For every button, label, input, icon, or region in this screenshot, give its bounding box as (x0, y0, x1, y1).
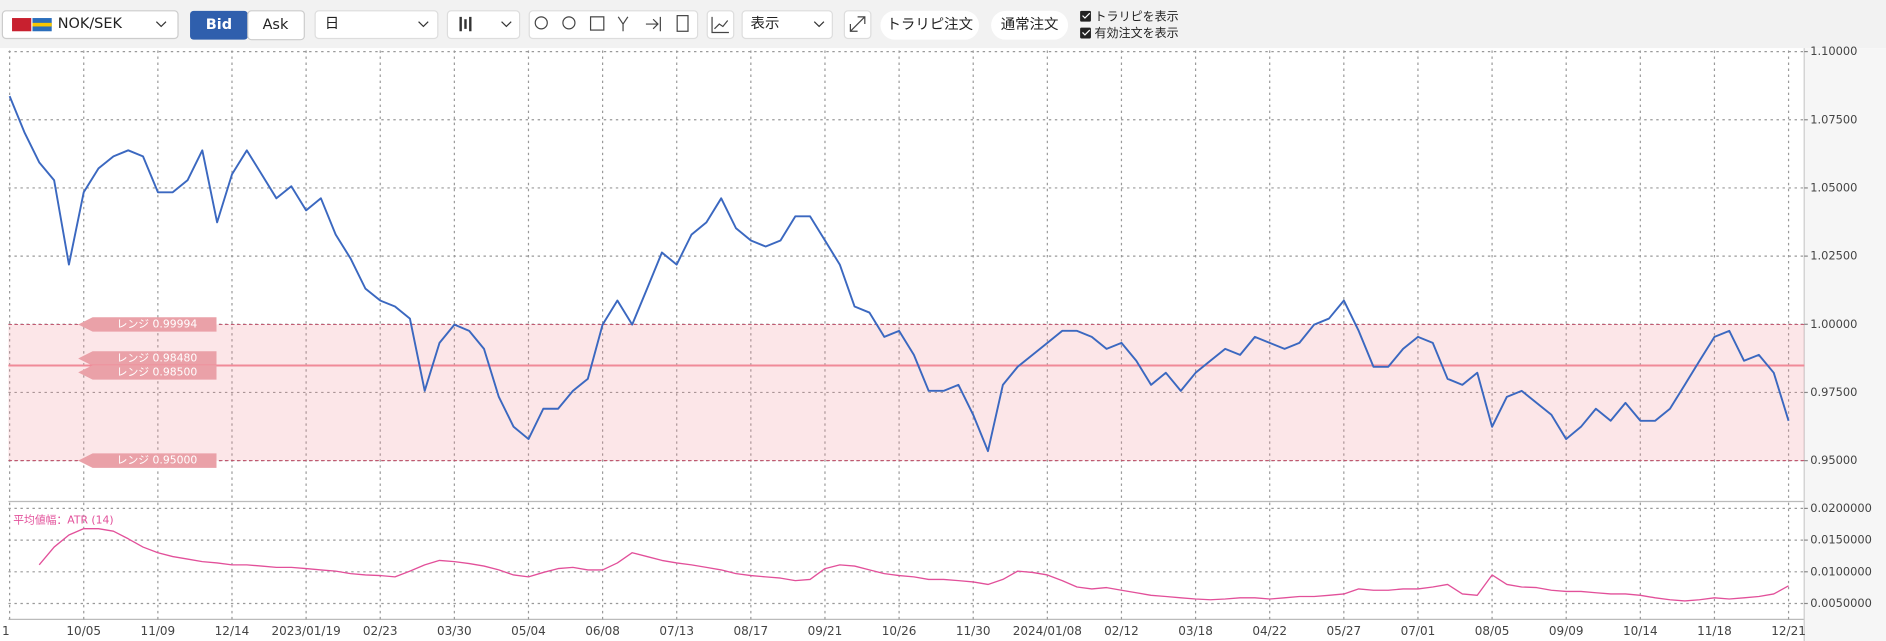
x-tick-label: 04/22 (1252, 624, 1287, 638)
checkbox[interactable] (1080, 27, 1091, 39)
range-box (8, 324, 1805, 461)
y-tick-label: 0.0150000 (1810, 533, 1872, 547)
series-line (38, 528, 1789, 602)
x-tick-label: 2024/01/08 (1013, 624, 1082, 638)
display-label: 表示 (751, 15, 780, 32)
show-orders-label: 有効注文を表示 (1095, 25, 1179, 40)
x-tick-label: 03/30 (437, 624, 472, 638)
chevron (501, 21, 512, 28)
range-tag (78, 453, 217, 468)
range-tag (78, 317, 217, 332)
check (1082, 29, 1091, 36)
y-tick-label: 0.95000 (1810, 453, 1857, 467)
x-tick-label: 11/09 (141, 624, 176, 638)
y-tick-label: 0.0050000 (1810, 596, 1872, 610)
y-tick-label: 1.00000 (1810, 317, 1857, 331)
doc-icon[interactable] (676, 15, 689, 32)
show-trarepi-label: トラリピを表示 (1095, 9, 1179, 23)
x-tick-label: 06/08 (585, 624, 620, 638)
display-select[interactable] (741, 10, 833, 40)
indicator-icon (711, 16, 729, 34)
series-line (8, 95, 1790, 453)
x-tick-label: 02/23 (363, 624, 398, 638)
x-tick-label: 10/05 (66, 624, 101, 638)
y-tick-label: 1.10000 (1810, 44, 1857, 58)
range-label: レンジ 0.99994 (117, 317, 198, 330)
x-tick-label: 12/14 (215, 624, 250, 638)
expand-icon (849, 16, 866, 32)
x-tick-label: 09/09 (1549, 624, 1584, 638)
x-tick-label: 05/04 (511, 624, 546, 638)
chevron (813, 21, 825, 28)
legend-entry: 平均値幅：ATR (14) (13, 514, 113, 527)
tool-group (528, 10, 699, 40)
ask-label: Ask (263, 17, 289, 33)
y-tick-label: 1.05000 (1810, 180, 1857, 194)
x-tick-label: 1 (2, 624, 10, 638)
candle-icon (459, 16, 472, 32)
normal-order-label: 通常注文 (1001, 16, 1059, 33)
y-tick-label: 0.0100000 (1810, 564, 1872, 578)
zoom-out[interactable] (562, 16, 576, 30)
range-label: レンジ 0.98480 (117, 352, 198, 365)
x-tick-label: 10/14 (1623, 624, 1658, 638)
x-tick-label: 07/01 (1401, 624, 1436, 638)
x-tick-label: 05/27 (1327, 624, 1362, 638)
y-icon[interactable] (617, 16, 629, 32)
x-tick-label: 08/17 (734, 624, 769, 638)
bid-label: Bid (206, 17, 232, 33)
flag-se-cross (32, 22, 52, 27)
period-label: 日 (325, 16, 339, 32)
pair-select[interactable] (1, 10, 179, 40)
jump-icon[interactable] (645, 16, 661, 32)
range-tag (78, 351, 217, 366)
flag-no (12, 18, 32, 32)
checkbox[interactable] (1080, 10, 1091, 22)
chart-type-select[interactable] (446, 10, 521, 40)
trarepi-order-label: トラリピ注文 (886, 16, 973, 33)
x-tick-label: 09/21 (808, 624, 843, 638)
x-tick-label: 12/21 (1771, 624, 1806, 638)
toolbar: NOK/SEK Bid Ask 日 表示 トラリピ注文 通常注文 トラリピを表示 (1, 9, 1179, 41)
ask-button[interactable] (247, 10, 305, 41)
normal-order-button[interactable] (991, 10, 1069, 40)
fit-icon[interactable] (589, 16, 605, 31)
x-tick-label: 07/13 (659, 624, 694, 638)
x-tick-label: 2023/01/19 (271, 624, 340, 638)
chevron (155, 21, 167, 28)
y-tick-label: 1.02500 (1810, 249, 1857, 263)
zoom-in[interactable] (534, 16, 548, 30)
range-tag (78, 365, 217, 380)
x-tick-label: 11/30 (956, 624, 991, 638)
period-select[interactable] (314, 10, 439, 40)
range-label: レンジ 0.98500 (117, 365, 198, 378)
x-tick-label: 11/18 (1697, 624, 1732, 638)
x-tick-label: 10/26 (882, 624, 917, 638)
chevron (418, 21, 429, 28)
y-tick-label: 0.0200000 (1810, 501, 1872, 515)
y-tick-label: 0.97500 (1810, 385, 1857, 399)
x-tick-label: 08/05 (1475, 624, 1510, 638)
range-label: レンジ 0.95000 (117, 454, 198, 467)
x-tick-label: 03/18 (1178, 624, 1213, 638)
bid-button[interactable] (190, 10, 248, 40)
axis-bg (1804, 48, 1886, 641)
check (1082, 12, 1091, 19)
y-tick-label: 1.07500 (1810, 112, 1857, 126)
pair-label: NOK/SEK (58, 16, 123, 32)
x-tick-label: 02/12 (1104, 624, 1139, 638)
trarepi-order-button[interactable] (880, 10, 980, 40)
